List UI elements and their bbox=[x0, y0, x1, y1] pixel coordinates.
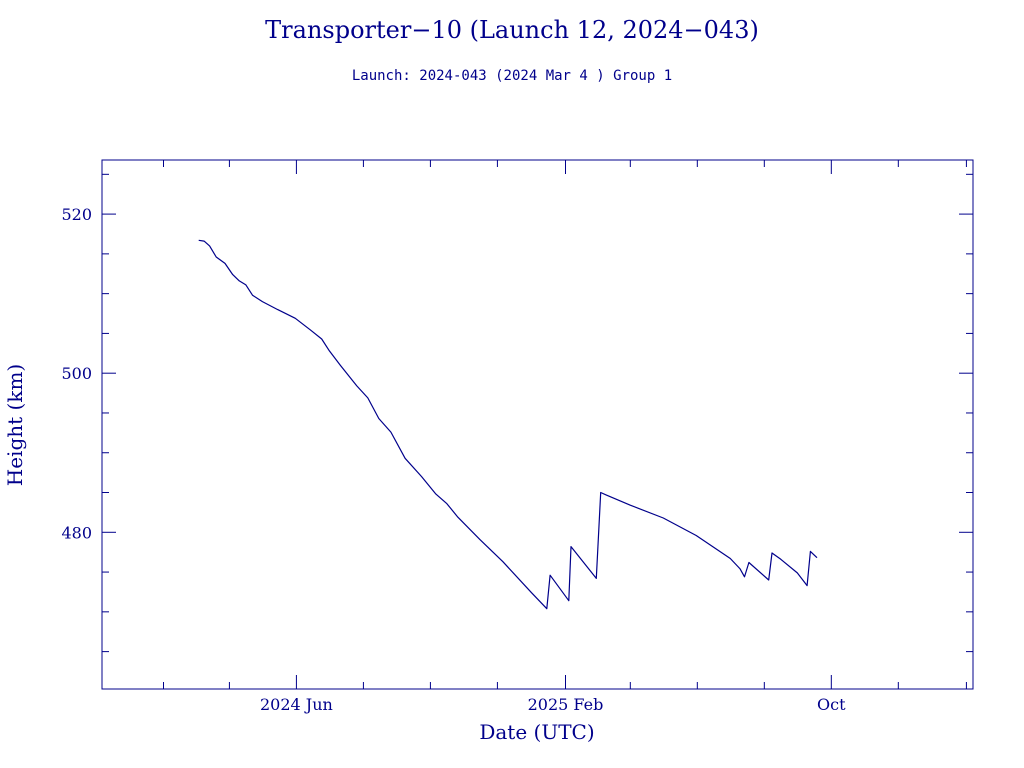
minor-ticks bbox=[102, 160, 973, 689]
y-tick-label: 480 bbox=[61, 523, 92, 542]
chart-title: Transporter−10 (Launch 12, 2024−043) bbox=[265, 16, 759, 44]
x-tick-label: 2024 Jun bbox=[260, 695, 333, 714]
x-tick-label: Oct bbox=[817, 695, 846, 714]
chart-subtitle: Launch: 2024-043 (2024 Mar 4 ) Group 1 bbox=[352, 68, 672, 84]
y-axis: 480 500 520 bbox=[61, 205, 973, 542]
plot-frame bbox=[101, 159, 974, 690]
y-axis-label: Height (km) bbox=[3, 364, 27, 486]
y-tick-label: 520 bbox=[61, 205, 92, 224]
x-tick-label: 2025 Feb bbox=[528, 695, 604, 714]
series-line bbox=[198, 239, 818, 610]
y-tick-label: 500 bbox=[61, 364, 92, 383]
x-axis-label: Date (UTC) bbox=[479, 720, 594, 744]
x-axis: 2024 Jun 2025 Feb Oct bbox=[260, 160, 846, 714]
